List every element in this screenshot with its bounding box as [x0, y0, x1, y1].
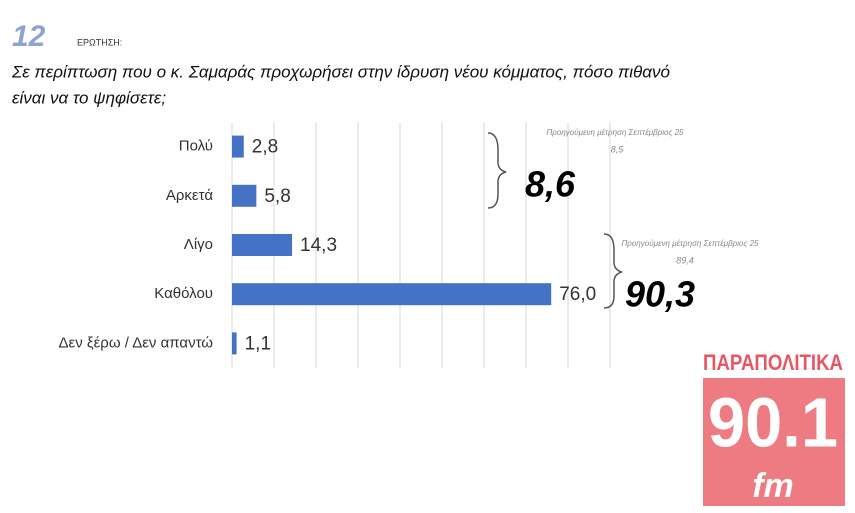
category-label: Λίγο [184, 236, 213, 253]
annotation-note: Προηγούμενη μέτρηση Σεπτέμβριος 25 [546, 128, 684, 137]
logo-box [703, 378, 845, 506]
grid [231, 122, 611, 368]
logo-band: fm [752, 467, 794, 505]
bracket [603, 233, 623, 309]
bar [232, 332, 237, 355]
category-label: Δεν ξέρω / Δεν απαντώ [59, 334, 214, 351]
bar [232, 135, 244, 158]
question-number: 12 [12, 20, 46, 53]
bar [232, 283, 552, 306]
annotation-previous: 89,4 [676, 255, 694, 265]
category-label: Καθόλου [154, 285, 213, 302]
annotation-total: 8,6 [525, 164, 576, 205]
logo-name: ΠΑΡΑΠΟΛΙΤΙΚΑ [703, 350, 843, 375]
annotation-previous: 8,5 [611, 144, 625, 154]
bracket [487, 132, 507, 209]
value-label: 1,1 [245, 333, 271, 354]
logo-frequency: 90.1 [708, 383, 838, 461]
chart-title: είναι να το ψηφίσετε; [12, 88, 166, 107]
annotation-total: 90,3 [625, 274, 695, 315]
category-label: Πολύ [179, 138, 213, 155]
value-label: 2,8 [252, 137, 278, 158]
question-label: ΕΡΩΤΗΣΗ: [77, 37, 122, 47]
bar [232, 234, 293, 256]
bar [232, 184, 257, 207]
category-label: Αρκετά [166, 187, 213, 204]
value-label: 14,3 [300, 235, 337, 256]
annotation-note: Προηγούμενη μέτρηση Σεπτέμβριος 25 [621, 239, 759, 248]
value-label: 5,8 [264, 186, 290, 207]
chart-title: Σε περίπτωση που ο κ. Σαμαράς προχωρήσει… [11, 62, 670, 81]
logo: ΠΑΡΑΠΟΛΙΤΙΚΑ 90.1 fm [703, 350, 845, 506]
bars: Πολύ 2,8 Αρκετά 5,8 Λίγο 14,3 Καθόλου 76,0 Δεν ξ… [59, 135, 596, 355]
value-label: 76,0 [559, 284, 596, 305]
